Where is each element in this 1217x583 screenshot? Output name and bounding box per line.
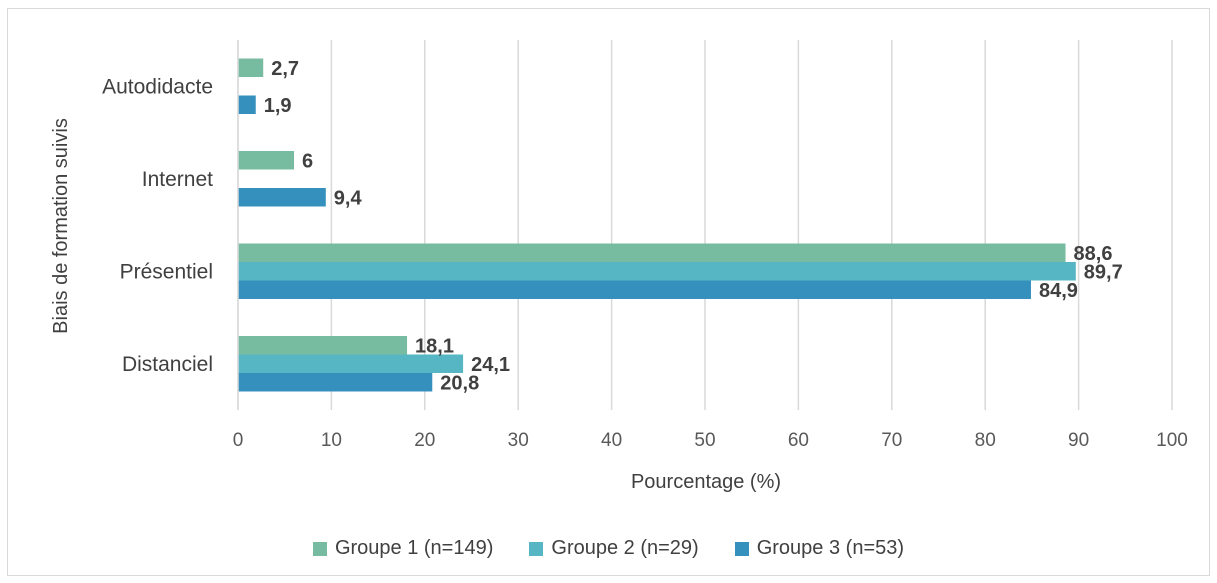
bar — [238, 243, 1066, 262]
bar — [238, 373, 433, 392]
data-label: 88,6 — [1074, 243, 1113, 265]
x-axis-title: Pourcentage (%) — [631, 471, 781, 493]
legend-item: Groupe 1 (n=149) — [312, 537, 494, 560]
bar — [238, 151, 295, 170]
data-label: 24,1 — [471, 354, 510, 376]
legend-label: Groupe 2 (n=29) — [551, 537, 699, 559]
legend-item: Groupe 2 (n=29) — [529, 537, 699, 560]
bar — [238, 58, 264, 77]
x-tick-label: 20 — [414, 430, 435, 451]
legend-swatch — [734, 541, 749, 556]
x-tick-label: 0 — [233, 430, 244, 451]
legend-label: Groupe 3 (n=53) — [756, 537, 905, 559]
x-tick-label: 60 — [788, 430, 809, 451]
legend-label: Groupe 1 (n=149) — [334, 537, 494, 559]
legend-item: Groupe 3 (n=53) — [734, 537, 905, 560]
bar — [238, 188, 326, 207]
x-tick-labels: 0 10 20 30 40 50 60 70 80 90 100 — [233, 430, 1188, 451]
category-label: Autodidacte — [102, 75, 213, 98]
x-tick-label: 80 — [975, 430, 996, 451]
category-label: Distanciel — [122, 353, 213, 376]
legend: Groupe 1 (n=149) Groupe 2 (n=29) Groupe 3 … — [0, 537, 1217, 560]
data-label: 9,4 — [334, 187, 363, 209]
bar — [238, 354, 464, 373]
x-tick-label: 10 — [321, 430, 342, 451]
category-label: Présentiel — [120, 260, 213, 283]
x-tick-label: 50 — [694, 430, 715, 451]
data-label: 2,7 — [271, 58, 299, 80]
bars-group — [237, 40, 1076, 410]
y-axis-title: Biais de formation suivis — [50, 118, 72, 334]
data-labels-group: 2,7 1,9 6 9,4 88,689,7 84,9 18,1 24,120,8 — [264, 58, 1123, 395]
legend-swatch — [529, 541, 544, 556]
x-tick-label: 100 — [1156, 430, 1188, 451]
category-labels: Autodidacte Internet Présentiel Distanciel — [102, 75, 213, 376]
x-tick-label: 70 — [881, 430, 902, 451]
data-label: 20,8 — [440, 372, 479, 394]
data-label: 89,7 — [1084, 261, 1123, 283]
data-label: 6 — [302, 150, 313, 172]
bar — [238, 280, 1031, 299]
x-tick-label: 40 — [601, 430, 622, 451]
x-tick-label: 90 — [1068, 430, 1089, 451]
bar — [238, 336, 408, 355]
legend-swatch — [312, 541, 327, 556]
category-label: Internet — [142, 168, 213, 191]
data-label: 1,9 — [264, 95, 292, 117]
data-label: 84,9 — [1039, 280, 1078, 302]
x-tick-label: 30 — [508, 430, 529, 451]
bar — [238, 262, 1076, 281]
data-label: 18,1 — [415, 335, 454, 357]
bar — [238, 95, 256, 114]
